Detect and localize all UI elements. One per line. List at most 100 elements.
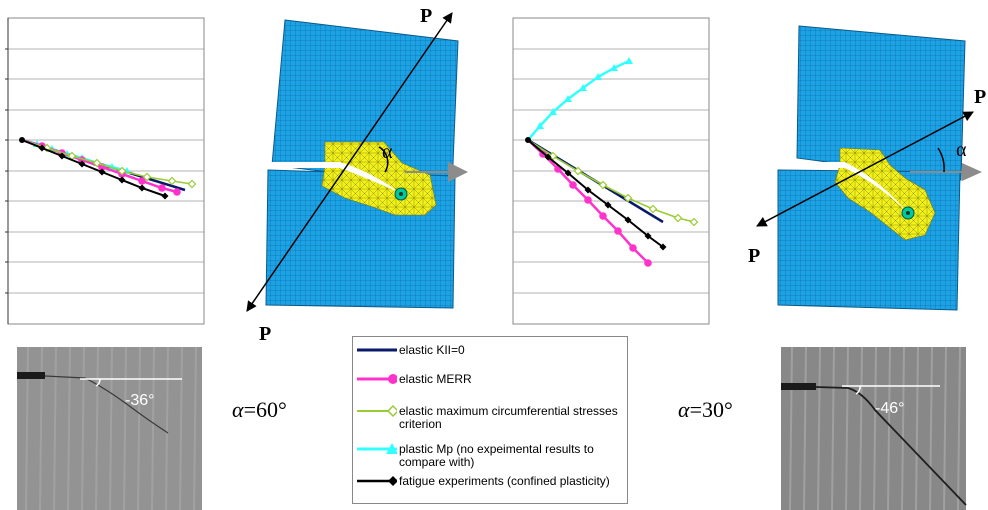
crack-tip-center [906,211,910,215]
photo-stripes [789,346,961,510]
crack-path-chart-60 [5,17,205,325]
load-direction-arrow [246,12,453,312]
series-point [564,95,572,102]
series-point [614,227,622,235]
series-point [610,64,618,71]
legend-item-merr: elastic MERR [353,371,627,401]
series-point [158,184,166,192]
legend-swatch [357,404,397,418]
series-point [625,57,633,64]
series-point [599,212,607,220]
series-point [167,176,177,186]
specimen-photo-60: -36° [17,346,202,510]
fe-mesh-model-60: α P P [246,5,468,345]
series-point [187,179,197,189]
load-label-bottom: P [259,323,271,345]
series-point [118,176,126,184]
legend-label: elastic MERR [399,372,472,386]
crack-axis-arrowhead [448,162,468,182]
series-line [21,139,193,185]
series-point [659,243,667,251]
photo-shading [17,347,202,510]
angle-label: α [956,139,967,161]
series-point [38,144,46,152]
alpha-value-label-30: α=30° [678,397,733,422]
series-point [604,201,612,209]
legend-swatch [357,443,397,454]
notch [781,383,816,390]
series-point [142,172,152,182]
chart-legend: elastic KII=0 elastic MERR elastic maxim… [352,336,628,504]
legend-swatch [357,348,397,352]
alpha-value-label-60: α=60° [232,397,287,422]
series-point [648,204,658,214]
load-label-top: P [974,86,986,108]
series-point [138,177,146,185]
series-point [173,188,181,196]
legend-label: elastic KII=0 [399,343,465,357]
load-label-top: P [420,5,432,27]
series-point [624,216,632,224]
legend-label: fatigue experiments (confined plasticity… [399,474,610,488]
angle-label: α [382,141,393,163]
specimen-photo-30: -46° [781,346,967,510]
measured-angle-arc [95,378,101,387]
series-point [92,158,102,168]
series-point [78,160,86,168]
series-point [594,73,602,80]
series-line [527,139,664,248]
series-point [161,192,169,200]
series-point [673,213,683,223]
series-line [527,139,695,223]
chart-gridlines [513,48,709,294]
series-point [544,153,552,161]
series-point [138,184,146,192]
series-point [564,169,572,177]
series-point [98,168,106,176]
series-point [579,84,587,91]
series-point [629,244,637,252]
legend-label: elastic maximum circumferential stresses… [399,404,618,431]
crack-trace [815,386,967,506]
load-label-bottom: P [748,245,760,267]
series-point [548,151,558,161]
legend-item-fatigue: fatigue experiments (confined plasticity… [353,473,627,503]
legend-item-mp: plastic Mp (no expeimental results to co… [353,441,627,471]
series-origin-point [525,137,531,143]
angle-arc [378,146,389,173]
measured-angle-label: -46° [875,400,905,417]
fe-mesh-model-30: α P P [748,25,986,311]
crack-tip-center [399,192,403,196]
angle-arc [937,147,945,173]
measured-angle-arc [855,385,861,395]
notch [17,372,45,379]
measured-angle-label: -36° [125,392,155,409]
legend-item-mcs: elastic maximum circumferential stresses… [353,403,627,433]
load-direction-arrow [756,111,974,227]
series-point [117,166,127,176]
chart-y-axis-ticks [5,18,9,324]
legend-item-kii: elastic KII=0 [353,342,627,372]
chart-gridlines [8,48,204,294]
photo-stripes [25,346,197,510]
series-point [58,152,66,160]
series-point [569,181,577,189]
legend-label: plastic Mp (no expeimental results to co… [399,442,594,469]
series-point [623,193,633,203]
crack-axis-arrowhead [962,163,982,181]
series-line [21,139,166,197]
series-point [598,180,608,190]
series-origin-point [19,137,25,143]
crack-path-chart-30 [512,17,710,325]
series-point [644,259,652,267]
series-point [584,196,592,204]
legend-swatch [357,476,397,486]
legend-swatch [357,374,397,384]
series-point [573,166,583,176]
crack-trace [44,375,169,434]
series-point [584,186,592,194]
photo-shading [781,347,966,510]
series-point [536,122,544,129]
series-point [689,217,699,227]
series-point [549,108,557,115]
